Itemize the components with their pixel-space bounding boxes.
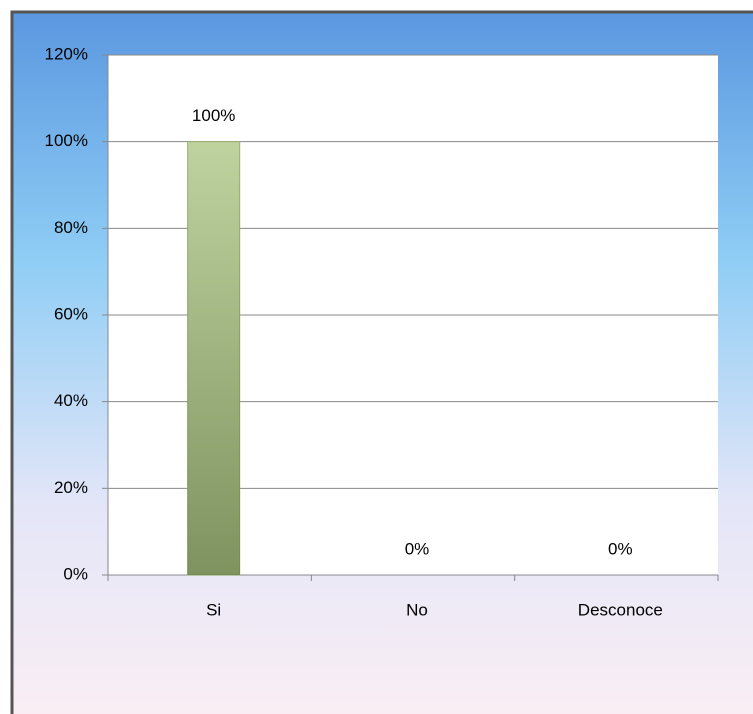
y-tick-label: 80% xyxy=(54,218,88,237)
y-tick-label: 40% xyxy=(54,391,88,410)
y-tick-label: 100% xyxy=(45,131,88,150)
bar-shade xyxy=(187,141,240,575)
value-label: 100% xyxy=(192,106,235,125)
y-tick-label: 60% xyxy=(54,304,88,323)
x-tick-label: No xyxy=(406,600,428,619)
y-tick-label: 120% xyxy=(45,44,88,63)
value-label: 0% xyxy=(608,539,633,558)
value-label: 0% xyxy=(405,539,430,558)
y-tick-label: 20% xyxy=(54,478,88,497)
y-tick-label: 0% xyxy=(63,564,88,583)
x-tick-label: Si xyxy=(206,600,221,619)
x-tick-label: Desconoce xyxy=(578,600,663,619)
